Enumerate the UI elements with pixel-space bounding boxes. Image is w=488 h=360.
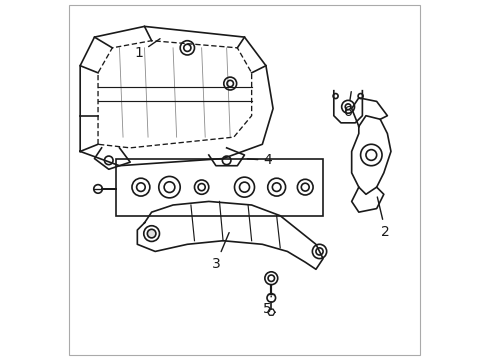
Text: 2: 2 [377, 197, 389, 239]
Text: 3: 3 [211, 233, 229, 271]
Text: 1: 1 [134, 39, 160, 60]
Circle shape [147, 229, 156, 238]
Text: 4: 4 [247, 153, 271, 167]
Text: 6: 6 [343, 92, 352, 119]
Text: 5: 5 [263, 296, 271, 316]
